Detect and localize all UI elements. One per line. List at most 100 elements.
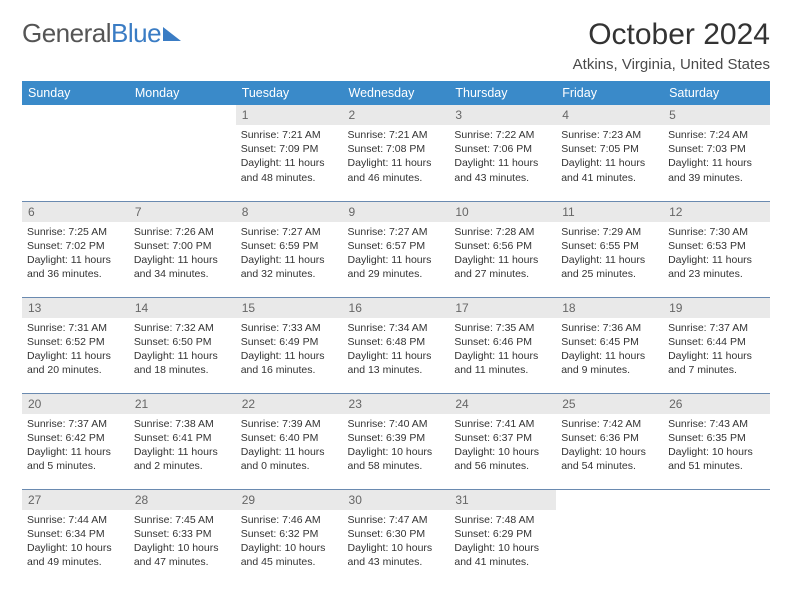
day-number: 1: [236, 105, 343, 125]
sunset-text: Sunset: 6:40 PM: [241, 431, 338, 445]
daylight-text-1: Daylight: 11 hours: [668, 253, 765, 267]
daylight-text-2: and 49 minutes.: [27, 555, 124, 569]
day-details: Sunrise: 7:41 AMSunset: 6:37 PMDaylight:…: [449, 414, 556, 479]
day-number: 8: [236, 202, 343, 222]
day-details: Sunrise: 7:25 AMSunset: 7:02 PMDaylight:…: [22, 222, 129, 287]
day-number: 6: [22, 202, 129, 222]
sunrise-text: Sunrise: 7:25 AM: [27, 225, 124, 239]
sunrise-text: Sunrise: 7:27 AM: [348, 225, 445, 239]
sunrise-text: Sunrise: 7:33 AM: [241, 321, 338, 335]
day-details: Sunrise: 7:21 AMSunset: 7:09 PMDaylight:…: [236, 125, 343, 190]
daylight-text-1: Daylight: 10 hours: [561, 445, 658, 459]
sunrise-text: Sunrise: 7:36 AM: [561, 321, 658, 335]
sunrise-text: Sunrise: 7:29 AM: [561, 225, 658, 239]
calendar-day-cell: 26Sunrise: 7:43 AMSunset: 6:35 PMDayligh…: [663, 393, 770, 489]
daylight-text-2: and 41 minutes.: [454, 555, 551, 569]
calendar-day-cell: 29Sunrise: 7:46 AMSunset: 6:32 PMDayligh…: [236, 489, 343, 585]
calendar-day-cell: 1Sunrise: 7:21 AMSunset: 7:09 PMDaylight…: [236, 105, 343, 201]
daylight-text-2: and 43 minutes.: [454, 171, 551, 185]
calendar-day-cell: 25Sunrise: 7:42 AMSunset: 6:36 PMDayligh…: [556, 393, 663, 489]
daylight-text-2: and 18 minutes.: [134, 363, 231, 377]
day-details: Sunrise: 7:39 AMSunset: 6:40 PMDaylight:…: [236, 414, 343, 479]
weekday-header: Wednesday: [343, 81, 450, 105]
logo: GeneralBlue: [22, 18, 181, 49]
daylight-text-2: and 2 minutes.: [134, 459, 231, 473]
daylight-text-1: Daylight: 11 hours: [561, 156, 658, 170]
day-number: 27: [22, 490, 129, 510]
day-details: Sunrise: 7:43 AMSunset: 6:35 PMDaylight:…: [663, 414, 770, 479]
day-number: 23: [343, 394, 450, 414]
daylight-text-1: Daylight: 11 hours: [134, 445, 231, 459]
day-details: Sunrise: 7:21 AMSunset: 7:08 PMDaylight:…: [343, 125, 450, 190]
sunrise-text: Sunrise: 7:31 AM: [27, 321, 124, 335]
daylight-text-1: Daylight: 11 hours: [241, 445, 338, 459]
sunrise-text: Sunrise: 7:27 AM: [241, 225, 338, 239]
daylight-text-2: and 48 minutes.: [241, 171, 338, 185]
daylight-text-2: and 54 minutes.: [561, 459, 658, 473]
daylight-text-1: Daylight: 11 hours: [668, 156, 765, 170]
day-number: 10: [449, 202, 556, 222]
day-details: Sunrise: 7:44 AMSunset: 6:34 PMDaylight:…: [22, 510, 129, 575]
daylight-text-2: and 20 minutes.: [27, 363, 124, 377]
daylight-text-1: Daylight: 10 hours: [348, 445, 445, 459]
sunset-text: Sunset: 6:34 PM: [27, 527, 124, 541]
day-number: 12: [663, 202, 770, 222]
day-details: Sunrise: 7:34 AMSunset: 6:48 PMDaylight:…: [343, 318, 450, 383]
day-details: Sunrise: 7:26 AMSunset: 7:00 PMDaylight:…: [129, 222, 236, 287]
sunset-text: Sunset: 6:50 PM: [134, 335, 231, 349]
calendar-day-cell: 7Sunrise: 7:26 AMSunset: 7:00 PMDaylight…: [129, 201, 236, 297]
daylight-text-2: and 11 minutes.: [454, 363, 551, 377]
day-number: 5: [663, 105, 770, 125]
day-details: Sunrise: 7:30 AMSunset: 6:53 PMDaylight:…: [663, 222, 770, 287]
daylight-text-1: Daylight: 11 hours: [454, 156, 551, 170]
daylight-text-1: Daylight: 11 hours: [561, 253, 658, 267]
daylight-text-1: Daylight: 11 hours: [348, 156, 445, 170]
sunset-text: Sunset: 6:46 PM: [454, 335, 551, 349]
calendar-day-cell: 10Sunrise: 7:28 AMSunset: 6:56 PMDayligh…: [449, 201, 556, 297]
daylight-text-1: Daylight: 10 hours: [454, 445, 551, 459]
daylight-text-1: Daylight: 10 hours: [348, 541, 445, 555]
sunset-text: Sunset: 6:59 PM: [241, 239, 338, 253]
sunset-text: Sunset: 6:53 PM: [668, 239, 765, 253]
sunset-text: Sunset: 7:05 PM: [561, 142, 658, 156]
daylight-text-2: and 13 minutes.: [348, 363, 445, 377]
weekday-header: Sunday: [22, 81, 129, 105]
calendar-week-row: 27Sunrise: 7:44 AMSunset: 6:34 PMDayligh…: [22, 489, 770, 585]
sunrise-text: Sunrise: 7:46 AM: [241, 513, 338, 527]
calendar-day-cell: 15Sunrise: 7:33 AMSunset: 6:49 PMDayligh…: [236, 297, 343, 393]
daylight-text-2: and 0 minutes.: [241, 459, 338, 473]
calendar-body: 1Sunrise: 7:21 AMSunset: 7:09 PMDaylight…: [22, 105, 770, 585]
sunrise-text: Sunrise: 7:47 AM: [348, 513, 445, 527]
calendar-day-cell: 22Sunrise: 7:39 AMSunset: 6:40 PMDayligh…: [236, 393, 343, 489]
day-number: 7: [129, 202, 236, 222]
calendar-day-cell: 27Sunrise: 7:44 AMSunset: 6:34 PMDayligh…: [22, 489, 129, 585]
day-number: 17: [449, 298, 556, 318]
weekday-header: Tuesday: [236, 81, 343, 105]
day-number: 4: [556, 105, 663, 125]
daylight-text-1: Daylight: 10 hours: [668, 445, 765, 459]
sunrise-text: Sunrise: 7:30 AM: [668, 225, 765, 239]
daylight-text-2: and 25 minutes.: [561, 267, 658, 281]
sunset-text: Sunset: 6:45 PM: [561, 335, 658, 349]
daylight-text-2: and 16 minutes.: [241, 363, 338, 377]
sunset-text: Sunset: 6:56 PM: [454, 239, 551, 253]
calendar-day-cell: 31Sunrise: 7:48 AMSunset: 6:29 PMDayligh…: [449, 489, 556, 585]
day-details: Sunrise: 7:23 AMSunset: 7:05 PMDaylight:…: [556, 125, 663, 190]
daylight-text-1: Daylight: 10 hours: [241, 541, 338, 555]
daylight-text-2: and 36 minutes.: [27, 267, 124, 281]
weekday-header: Monday: [129, 81, 236, 105]
sunrise-text: Sunrise: 7:23 AM: [561, 128, 658, 142]
calendar-week-row: 6Sunrise: 7:25 AMSunset: 7:02 PMDaylight…: [22, 201, 770, 297]
sunrise-text: Sunrise: 7:42 AM: [561, 417, 658, 431]
daylight-text-1: Daylight: 11 hours: [668, 349, 765, 363]
daylight-text-2: and 41 minutes.: [561, 171, 658, 185]
calendar-day-cell: 3Sunrise: 7:22 AMSunset: 7:06 PMDaylight…: [449, 105, 556, 201]
daylight-text-1: Daylight: 11 hours: [348, 349, 445, 363]
sunrise-text: Sunrise: 7:43 AM: [668, 417, 765, 431]
day-details: Sunrise: 7:31 AMSunset: 6:52 PMDaylight:…: [22, 318, 129, 383]
daylight-text-2: and 5 minutes.: [27, 459, 124, 473]
day-number: 21: [129, 394, 236, 414]
sunset-text: Sunset: 6:32 PM: [241, 527, 338, 541]
sunset-text: Sunset: 7:02 PM: [27, 239, 124, 253]
daylight-text-1: Daylight: 10 hours: [134, 541, 231, 555]
